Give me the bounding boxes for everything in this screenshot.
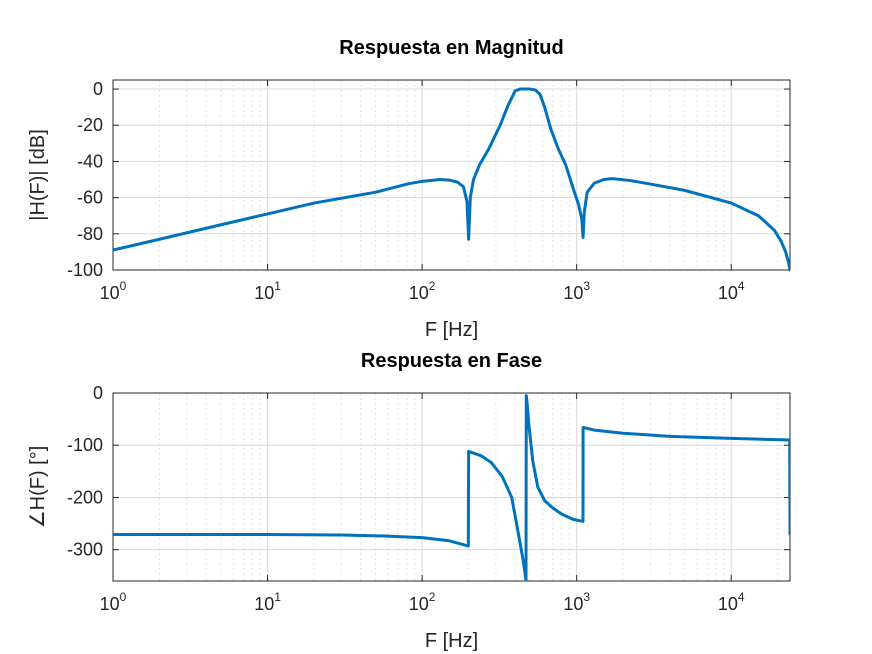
x-tick-label: 102	[409, 279, 436, 303]
x-tick-label: 101	[254, 590, 281, 614]
y-tick-label: -40	[77, 151, 103, 171]
chart-title: Respuesta en Fase	[361, 350, 542, 372]
major-grid	[112, 392, 790, 581]
chart-title: Respuesta en Magnitud	[339, 37, 563, 59]
y-tick-label: -200	[67, 487, 103, 507]
x-axis-label: F [Hz]	[425, 319, 478, 341]
x-tick-label: 102	[409, 590, 436, 614]
y-tick-label: -20	[77, 115, 103, 135]
x-tick-label: 100	[100, 279, 127, 303]
x-tick-label: 104	[718, 279, 745, 303]
chart-magnitude: Respuesta en Magnitud 100 101 102 103 104 0 -20…	[27, 37, 791, 341]
x-tick-label: 103	[563, 279, 590, 303]
chart-phase: Respuesta en Fase 100 101 102 103 104 0 -100 -20…	[27, 350, 791, 652]
x-tick-label: 104	[718, 590, 745, 614]
y-tick-label: -60	[77, 188, 103, 208]
x-tick-label: 103	[563, 590, 590, 614]
y-tick-label: -100	[67, 260, 103, 280]
x-tick-label: 100	[100, 590, 127, 614]
y-tick-label: -300	[67, 540, 103, 560]
major-grid	[112, 80, 790, 271]
y-axis-label: |H(F)| [dB]	[27, 129, 49, 221]
y-tick-label: 0	[93, 383, 103, 403]
axes-frame	[112, 79, 791, 271]
y-tick-label: -80	[77, 224, 103, 244]
axes-frame	[112, 392, 791, 582]
x-tick-label: 101	[254, 279, 281, 303]
series-line	[113, 394, 790, 582]
x-axis-label: F [Hz]	[425, 630, 478, 652]
y-tick-label: -100	[67, 435, 103, 455]
series-line	[113, 87, 790, 272]
y-axis-label: ∠H(F) [°]	[27, 446, 49, 529]
y-tick-label: 0	[93, 79, 103, 99]
minor-grid	[159, 80, 779, 270]
